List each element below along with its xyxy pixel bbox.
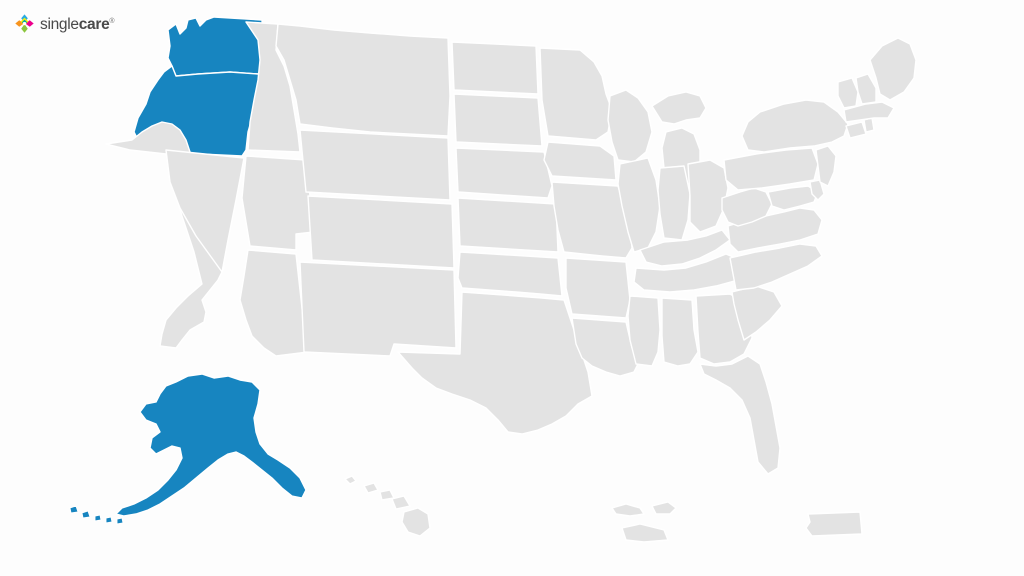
state-OK[interactable] xyxy=(458,252,562,296)
brand-wordmark: singlecare® xyxy=(40,15,115,33)
state-VI-island-2[interactable] xyxy=(652,502,676,514)
state-FL[interactable] xyxy=(700,356,780,474)
brand-logo[interactable]: singlecare® xyxy=(14,13,115,34)
inset-caribbean xyxy=(612,502,862,542)
state-KS[interactable] xyxy=(458,198,558,252)
state-RI[interactable] xyxy=(864,118,874,132)
state-PA[interactable] xyxy=(724,148,818,190)
state-NC[interactable] xyxy=(730,244,822,290)
aleutian-islands xyxy=(69,505,124,525)
brand-name-part2: care xyxy=(78,15,110,33)
brand-name-part1: single xyxy=(40,15,79,33)
brand-trademark: ® xyxy=(109,17,115,25)
lower-48-group xyxy=(106,17,916,474)
state-MN[interactable] xyxy=(540,48,612,140)
state-VI-island-1[interactable] xyxy=(612,504,644,516)
state-MD[interactable] xyxy=(768,186,818,210)
state-NH[interactable] xyxy=(856,74,876,104)
state-IA[interactable] xyxy=(544,142,616,180)
state-AZ[interactable] xyxy=(240,250,308,356)
state-WI[interactable] xyxy=(608,90,652,162)
state-WY[interactable] xyxy=(300,130,450,200)
inset-alaska xyxy=(69,374,306,525)
state-ND[interactable] xyxy=(452,42,538,94)
state-NV[interactable] xyxy=(166,150,244,272)
state-VI-island-3[interactable] xyxy=(622,524,668,542)
state-NY[interactable] xyxy=(742,100,848,152)
state-ME[interactable] xyxy=(870,38,916,100)
state-HI-bigisland[interactable] xyxy=(402,508,430,536)
state-VT[interactable] xyxy=(838,78,858,108)
state-HI-island-2[interactable] xyxy=(364,483,378,493)
state-OH[interactable] xyxy=(688,160,728,232)
state-TX[interactable] xyxy=(398,292,592,434)
state-NE[interactable] xyxy=(456,148,552,198)
state-CT[interactable] xyxy=(846,122,866,138)
singlecare-pinwheel-icon xyxy=(15,14,34,33)
state-SD[interactable] xyxy=(454,94,542,146)
state-HI-island-4[interactable] xyxy=(392,496,410,509)
state-VA[interactable] xyxy=(728,208,822,252)
state-NJ[interactable] xyxy=(816,146,836,186)
state-AL[interactable] xyxy=(662,298,698,366)
state-MS[interactable] xyxy=(628,296,660,366)
state-NM[interactable] xyxy=(300,262,456,356)
state-AR[interactable] xyxy=(566,258,630,318)
state-ID[interactable] xyxy=(246,22,300,152)
state-MT[interactable] xyxy=(276,24,450,136)
state-SC[interactable] xyxy=(732,286,782,340)
state-IN[interactable] xyxy=(658,166,690,240)
state-DE[interactable] xyxy=(810,180,824,200)
state-KY[interactable] xyxy=(640,230,730,266)
state-PR[interactable] xyxy=(806,512,862,536)
state-AK[interactable] xyxy=(116,374,306,516)
state-HI[interactable] xyxy=(345,476,356,484)
state-CO[interactable] xyxy=(308,196,454,268)
inset-hawaii xyxy=(345,476,430,536)
